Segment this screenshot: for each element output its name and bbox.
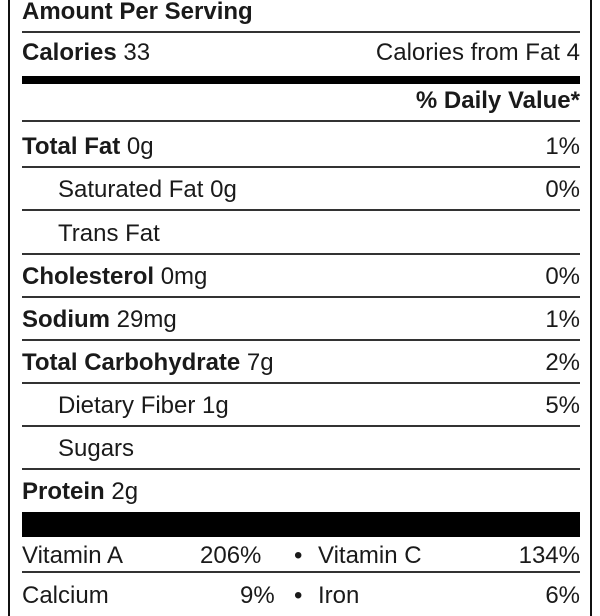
nutrient-amount: 1g [202,392,229,419]
nutrient-label: Saturated Fat [58,176,204,203]
nutrient-daily-value: 1% [545,133,580,160]
nutrient-row-cholesterol: Cholesterol 0mg 0% [22,265,580,289]
vitamin-c-value: 134% [518,542,580,569]
divider [22,120,580,122]
divider [22,571,580,573]
divider [22,468,580,470]
nutrient-daily-value: 0% [545,176,580,203]
nutrient-row-saturated-fat: Saturated Fat 0g 0% [22,178,580,202]
nutrient-label: Cholesterol [22,263,155,290]
thick-black-bar [22,512,580,537]
nutrient-amount: 7g [246,349,274,376]
divider [22,166,580,168]
nutrient-row-sodium: Sodium 29mg 1% [22,308,580,332]
amount-per-serving-row: Amount Per Serving [22,0,580,24]
calories-value: 33 [123,39,151,66]
calcium-value: 9% [240,582,275,609]
calories-label: Calories [22,39,117,66]
divider [22,339,580,341]
nutrient-label: Trans Fat [58,220,160,247]
divider [22,253,580,255]
daily-value-header: % Daily Value* [415,87,580,114]
nutrient-label: Sodium [22,306,110,333]
nutrient-daily-value: 1% [545,306,580,333]
nutrient-amount: 2g [111,478,139,505]
vitamin-row-a-c: Vitamin A 206% • Vitamin C 134% [22,544,580,572]
nutrient-label: Total Carbohydrate [22,349,241,376]
nutrient-label: Dietary Fiber [58,392,196,419]
nutrient-amount: 0g [210,176,237,203]
vitamin-c-label: Vitamin C [318,542,422,569]
iron-value: 6% [545,582,580,609]
calories-from-fat-label: Calories from Fat [375,39,560,66]
nutrient-label: Sugars [58,435,135,462]
bullet-separator: • [294,542,303,569]
divider [22,425,580,427]
nutrient-row-trans-fat: Trans Fat [22,222,580,246]
vitamin-a-value: 206% [200,542,262,569]
calories-row: Calories 33 Calories from Fat 4 [22,41,580,65]
nutrient-daily-value: 5% [545,392,580,419]
bullet-separator: • [294,582,303,609]
nutrient-amount: 0g [126,133,154,160]
nutrient-row-dietary-fiber: Dietary Fiber 1g 5% [22,394,580,418]
vitamin-a-label: Vitamin A [22,542,123,569]
nutrient-amount: 29mg [116,306,177,333]
daily-value-header-row: % Daily Value* [22,89,580,113]
divider [22,31,580,33]
nutrient-label: Protein [22,478,105,505]
amount-per-serving-heading: Amount Per Serving [22,0,253,25]
nutrient-daily-value: 2% [545,349,580,376]
nutrient-amount: 0mg [160,263,208,290]
nutrient-row-total-carbohydrate: Total Carbohydrate 7g 2% [22,351,580,375]
nutrient-row-protein: Protein 2g [22,480,580,504]
calcium-label: Calcium [22,582,109,609]
vitamin-row-calcium-iron: Calcium 9% • Iron 6% [22,584,580,612]
divider [22,209,580,211]
calories-from-fat-value: 4 [566,39,580,66]
nutrient-row-total-fat: Total Fat 0g 1% [22,135,580,159]
divider [22,382,580,384]
nutrient-label: Total Fat [22,133,121,160]
iron-label: Iron [318,582,360,609]
thick-divider [22,76,580,84]
nutrition-facts-label: Amount Per Serving Calories 33 Calories … [8,0,592,616]
nutrient-daily-value: 0% [545,263,580,290]
nutrient-row-sugars: Sugars [22,437,580,461]
divider [22,296,580,298]
